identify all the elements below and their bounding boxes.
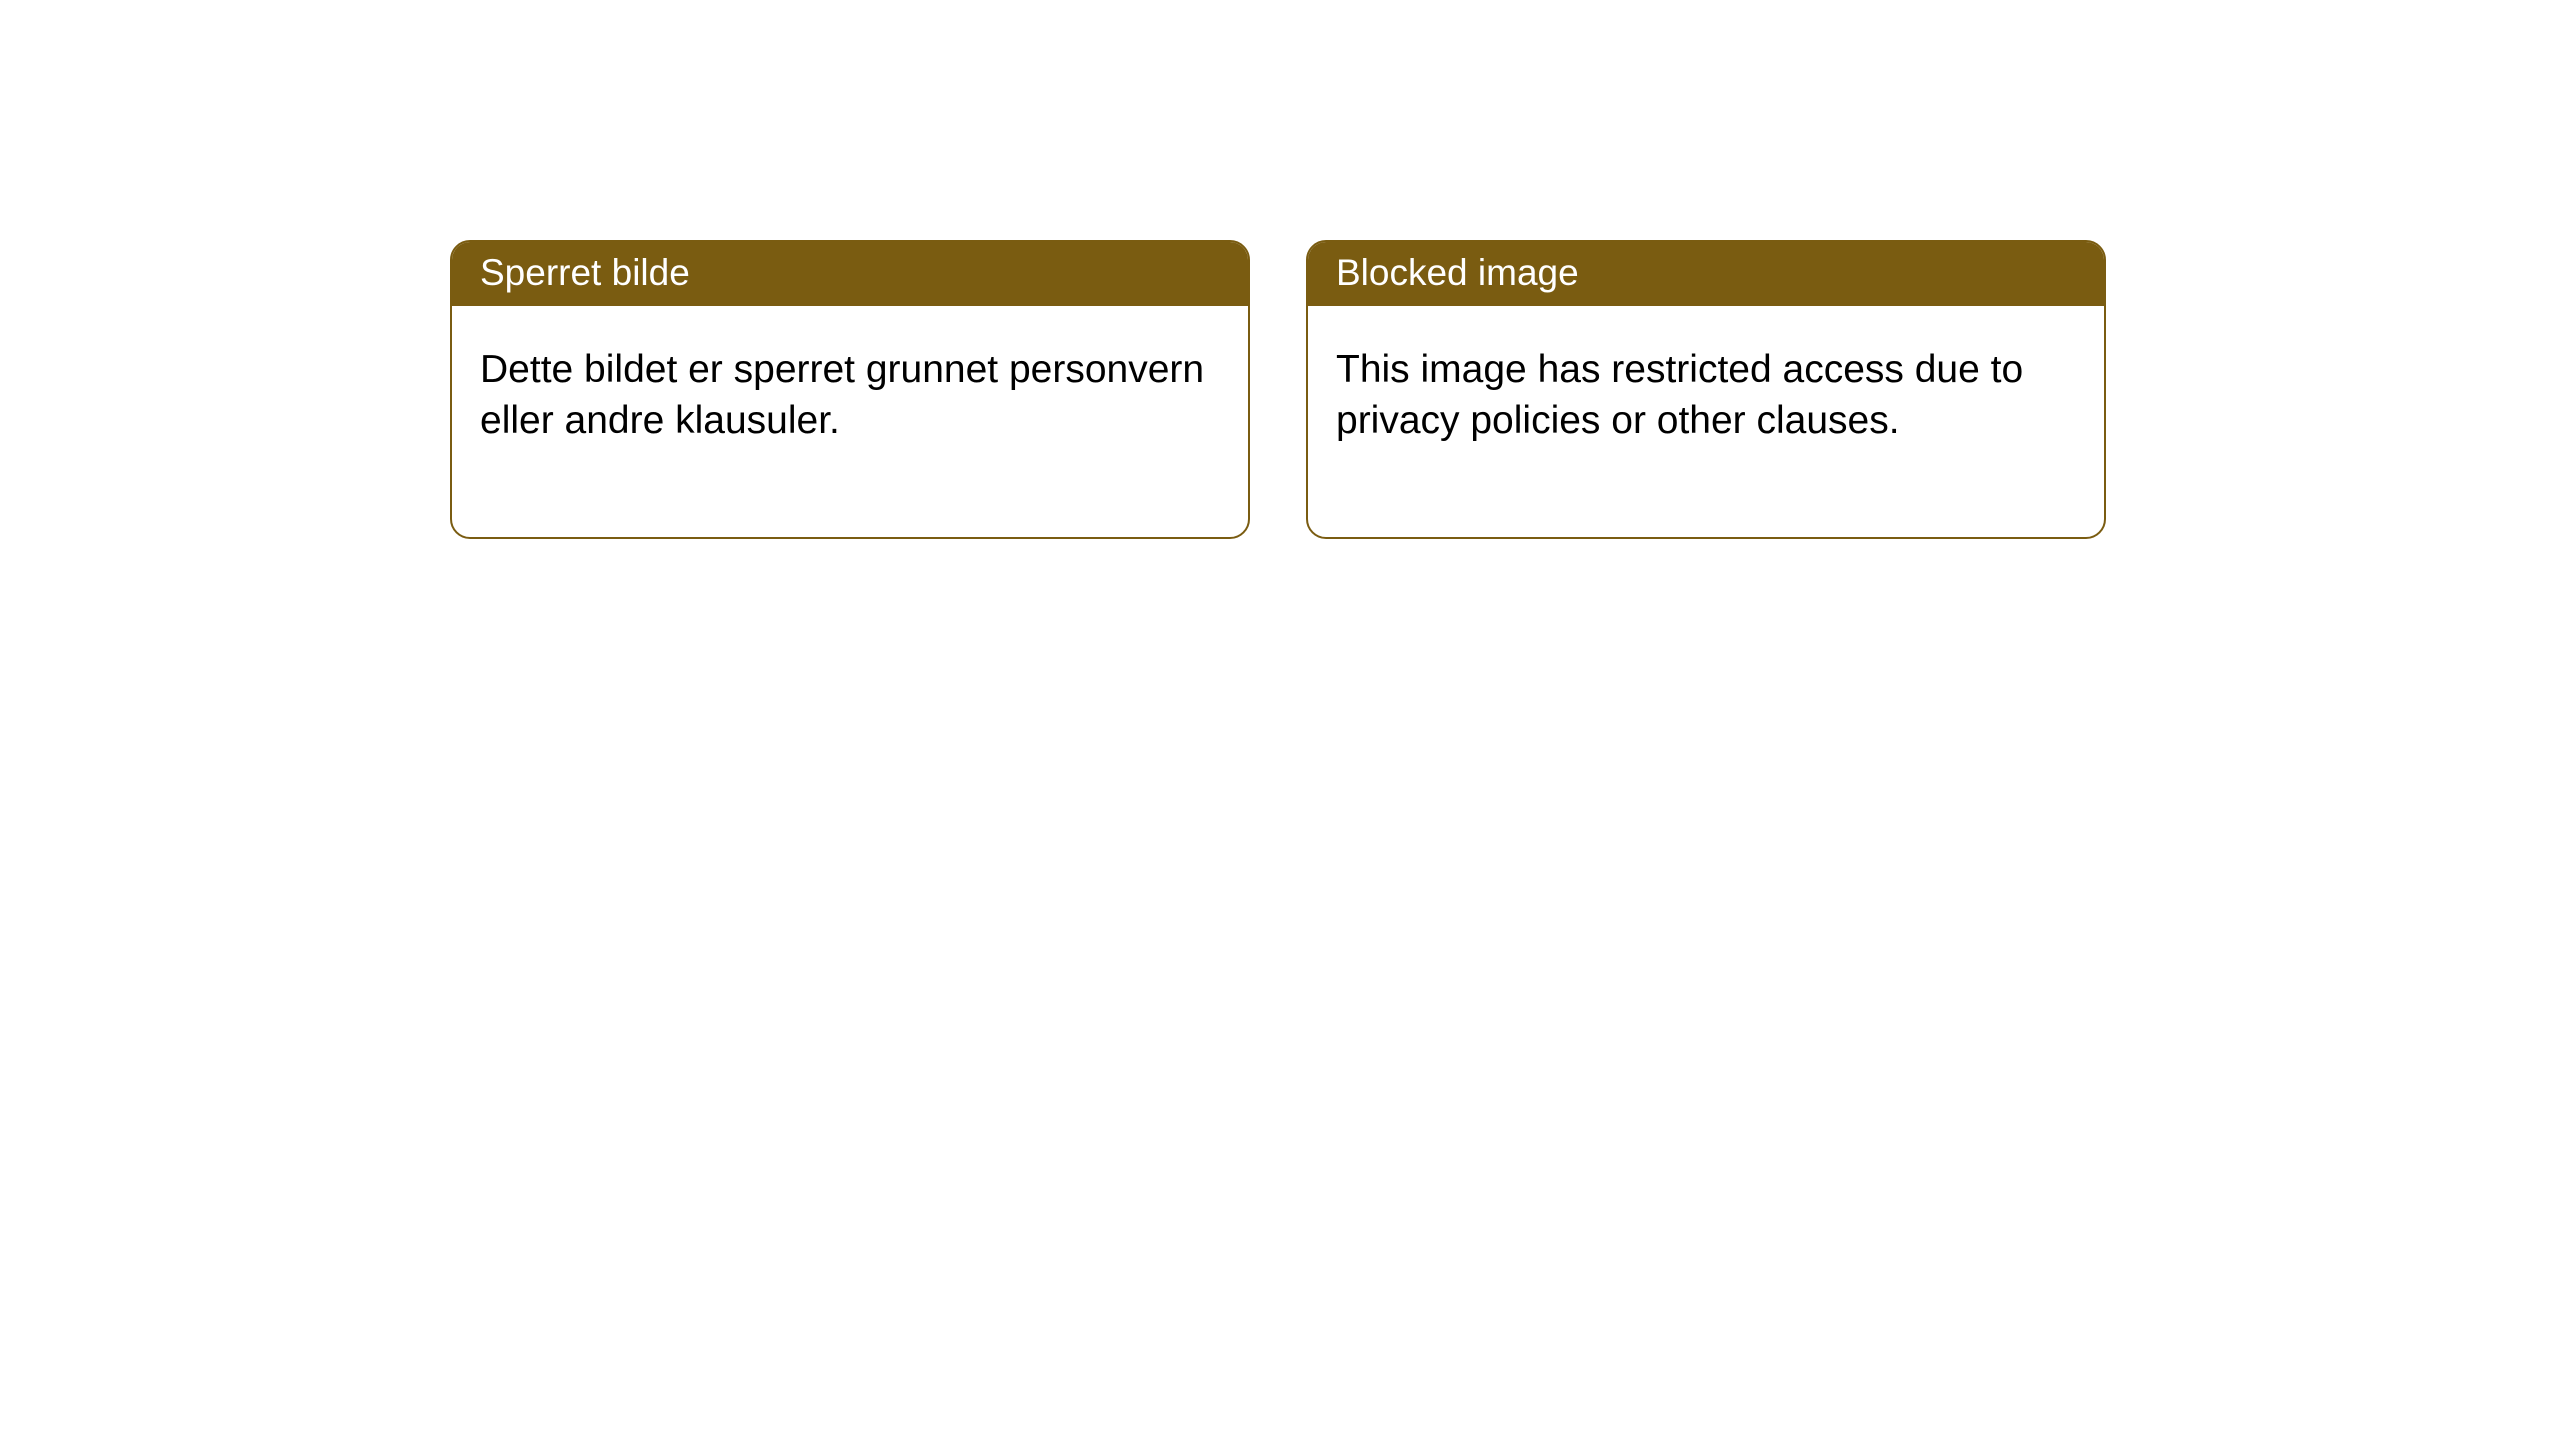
notice-card-en: Blocked image This image has restricted … xyxy=(1306,240,2106,539)
notice-card-no: Sperret bilde Dette bildet er sperret gr… xyxy=(450,240,1250,539)
notice-card-body-en: This image has restricted access due to … xyxy=(1308,306,2104,537)
notice-container: Sperret bilde Dette bildet er sperret gr… xyxy=(0,0,2560,539)
notice-card-title-no: Sperret bilde xyxy=(452,242,1248,306)
notice-card-body-no: Dette bildet er sperret grunnet personve… xyxy=(452,306,1248,537)
notice-card-title-en: Blocked image xyxy=(1308,242,2104,306)
